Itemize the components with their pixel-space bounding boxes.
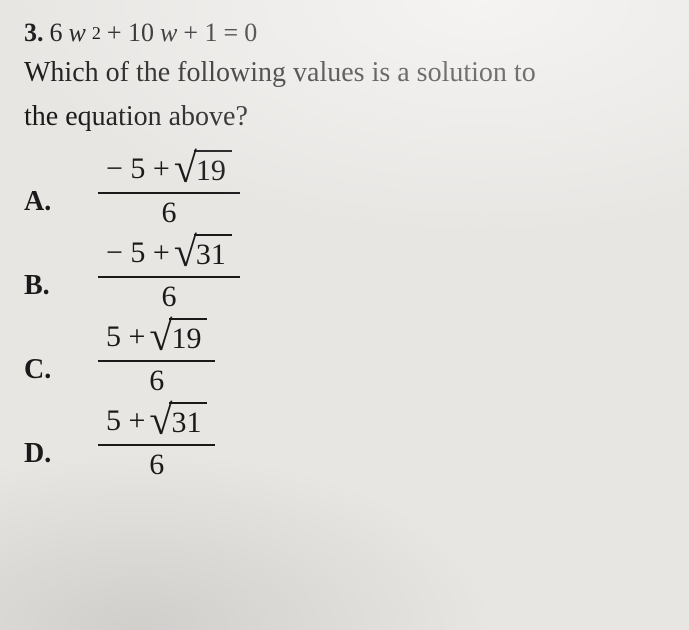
- radical-icon: √: [149, 406, 172, 444]
- option-d-label: D.: [24, 438, 98, 482]
- prompt-line-2: the equation above?: [24, 98, 665, 136]
- option-d-fraction: 5 + √ 31 6: [98, 402, 215, 482]
- radical-icon: √: [174, 238, 197, 276]
- sqrt-icon: √ 19: [174, 150, 232, 188]
- option-b-label: B.: [24, 270, 98, 314]
- option-b: B. − 5 + √ 31 6: [24, 234, 665, 314]
- option-b-numerator: − 5 + √ 31: [98, 234, 240, 276]
- question-number: 3.: [24, 18, 44, 48]
- eq-plus-bw: + 10: [107, 18, 154, 48]
- option-c-radicand: 19: [169, 318, 207, 356]
- option-d: D. 5 + √ 31 6: [24, 402, 665, 482]
- option-b-denominator: 6: [98, 278, 240, 314]
- eq-rhs: 0: [244, 18, 257, 48]
- option-d-radicand: 31: [169, 402, 207, 440]
- eq-plus-c: + 1: [183, 18, 217, 48]
- options-list: A. − 5 + √ 19 6 B. − 5 + √ 31: [24, 150, 665, 482]
- option-b-num-prefix: − 5 +: [106, 236, 170, 270]
- option-d-numerator: 5 + √ 31: [98, 402, 215, 444]
- radical-icon: √: [149, 322, 172, 360]
- radical-icon: √: [174, 154, 197, 192]
- eq-var-1: w: [69, 18, 86, 48]
- option-a: A. − 5 + √ 19 6: [24, 150, 665, 230]
- option-d-denominator: 6: [98, 446, 215, 482]
- option-c-numerator: 5 + √ 19: [98, 318, 215, 360]
- option-c-fraction: 5 + √ 19 6: [98, 318, 215, 398]
- prompt-line-1: Which of the following values is a solut…: [24, 54, 665, 92]
- option-c-denominator: 6: [98, 362, 215, 398]
- option-a-numerator: − 5 + √ 19: [98, 150, 240, 192]
- eq-var-2: w: [160, 18, 177, 48]
- question-line: 3. 6w2 + 10w + 1 = 0: [24, 18, 665, 48]
- sqrt-icon: √ 31: [149, 402, 207, 440]
- option-b-fraction: − 5 + √ 31 6: [98, 234, 240, 314]
- option-d-num-prefix: 5 +: [106, 404, 145, 438]
- sqrt-icon: √ 19: [149, 318, 207, 356]
- eq-exponent: 2: [92, 23, 101, 44]
- option-a-num-prefix: − 5 +: [106, 152, 170, 186]
- option-c-num-prefix: 5 +: [106, 320, 145, 354]
- sqrt-icon: √ 31: [174, 234, 232, 272]
- eq-coeff-a: 6: [50, 18, 63, 48]
- option-b-radicand: 31: [194, 234, 232, 272]
- option-c-label: C.: [24, 354, 98, 398]
- option-a-label: A.: [24, 186, 98, 230]
- option-a-denominator: 6: [98, 194, 240, 230]
- option-a-radicand: 19: [194, 150, 232, 188]
- eq-equals: =: [224, 18, 239, 48]
- option-c: C. 5 + √ 19 6: [24, 318, 665, 398]
- option-a-fraction: − 5 + √ 19 6: [98, 150, 240, 230]
